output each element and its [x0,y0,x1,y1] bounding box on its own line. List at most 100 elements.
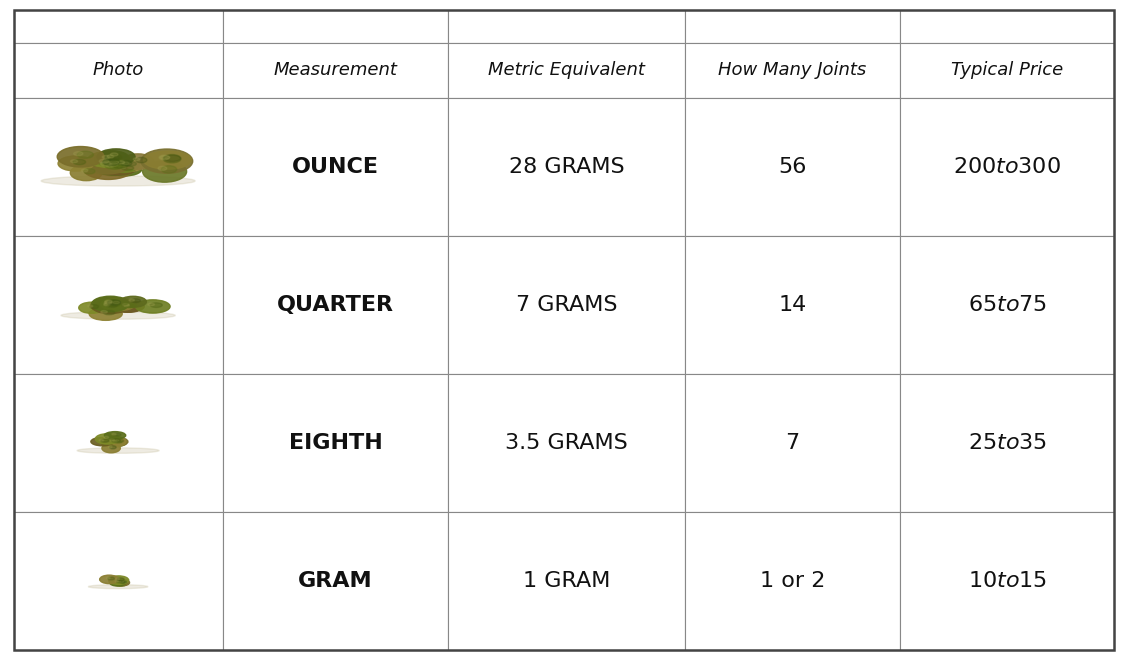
Ellipse shape [102,443,121,453]
Text: GRAM: GRAM [298,571,373,591]
Bar [14,374,222,512]
Ellipse shape [103,155,111,159]
Ellipse shape [88,585,148,589]
Bar [900,512,1114,650]
Bar [685,512,900,650]
Ellipse shape [104,301,112,305]
Ellipse shape [131,299,140,303]
Ellipse shape [129,299,134,301]
Text: OUNCE: OUNCE [292,157,379,176]
Bar [685,97,900,236]
Bar [222,97,449,236]
Ellipse shape [89,307,122,320]
Bar [222,512,449,650]
Ellipse shape [97,149,135,165]
Ellipse shape [94,156,139,175]
Ellipse shape [82,154,131,174]
Bar [222,374,449,512]
Text: 7 GRAMS: 7 GRAMS [515,295,617,315]
Ellipse shape [106,163,142,176]
Ellipse shape [108,446,112,448]
Ellipse shape [105,432,125,439]
Ellipse shape [116,580,122,583]
Ellipse shape [92,300,124,313]
Ellipse shape [115,301,127,305]
Ellipse shape [113,301,120,304]
Ellipse shape [115,580,130,586]
Ellipse shape [109,163,118,166]
Bar [449,10,685,43]
Ellipse shape [135,300,170,313]
Bar [685,43,900,97]
Ellipse shape [126,305,135,308]
Text: Typical Price: Typical Price [951,61,1064,80]
Text: Photo: Photo [92,61,143,80]
Ellipse shape [94,159,138,175]
Ellipse shape [81,169,88,172]
Ellipse shape [103,159,120,166]
Text: 14: 14 [778,295,807,315]
Text: $65 to $75: $65 to $75 [968,295,1047,315]
Text: $200 to $300: $200 to $300 [953,157,1061,176]
Bar [900,97,1114,236]
Ellipse shape [124,305,130,307]
Bar [900,374,1114,512]
Ellipse shape [104,161,123,169]
Ellipse shape [99,575,118,584]
Ellipse shape [106,164,114,167]
Text: How Many Joints: How Many Joints [719,61,866,80]
Ellipse shape [133,158,140,161]
Ellipse shape [118,582,122,583]
Ellipse shape [61,312,175,319]
Ellipse shape [104,311,115,315]
Text: EIGHTH: EIGHTH [289,433,382,453]
Ellipse shape [96,434,120,444]
Ellipse shape [100,311,107,313]
Ellipse shape [104,436,108,438]
Ellipse shape [95,151,130,167]
Ellipse shape [91,438,114,446]
Text: 28 GRAMS: 28 GRAMS [509,157,625,176]
Bar [900,236,1114,374]
Ellipse shape [125,303,136,307]
Ellipse shape [107,299,121,305]
Bar [685,236,900,374]
Ellipse shape [111,153,118,156]
Ellipse shape [77,448,159,453]
Ellipse shape [100,436,126,447]
Ellipse shape [121,161,132,166]
Ellipse shape [158,166,167,170]
Ellipse shape [100,298,135,311]
Ellipse shape [107,439,126,447]
Ellipse shape [83,168,95,174]
Bar [222,43,449,97]
Ellipse shape [105,300,112,303]
Bar [449,97,685,236]
Ellipse shape [118,161,124,164]
Bar [449,43,685,97]
Ellipse shape [109,445,116,449]
Ellipse shape [117,578,124,581]
Ellipse shape [89,305,98,309]
Text: 3.5 GRAMS: 3.5 GRAMS [505,433,628,453]
Ellipse shape [105,155,120,161]
Ellipse shape [115,578,120,580]
Bar [14,10,222,43]
Ellipse shape [88,305,92,307]
Ellipse shape [42,176,195,186]
Ellipse shape [114,580,127,586]
Ellipse shape [161,166,177,173]
Ellipse shape [121,581,123,582]
Ellipse shape [107,301,121,307]
Ellipse shape [115,441,122,443]
Ellipse shape [73,159,86,164]
Ellipse shape [109,578,126,586]
Bar [685,374,900,512]
Ellipse shape [108,576,129,584]
Text: Measurement: Measurement [274,61,397,80]
Ellipse shape [150,303,162,307]
Ellipse shape [112,439,121,442]
Bar [449,374,685,512]
Ellipse shape [88,151,129,167]
Ellipse shape [100,161,111,166]
